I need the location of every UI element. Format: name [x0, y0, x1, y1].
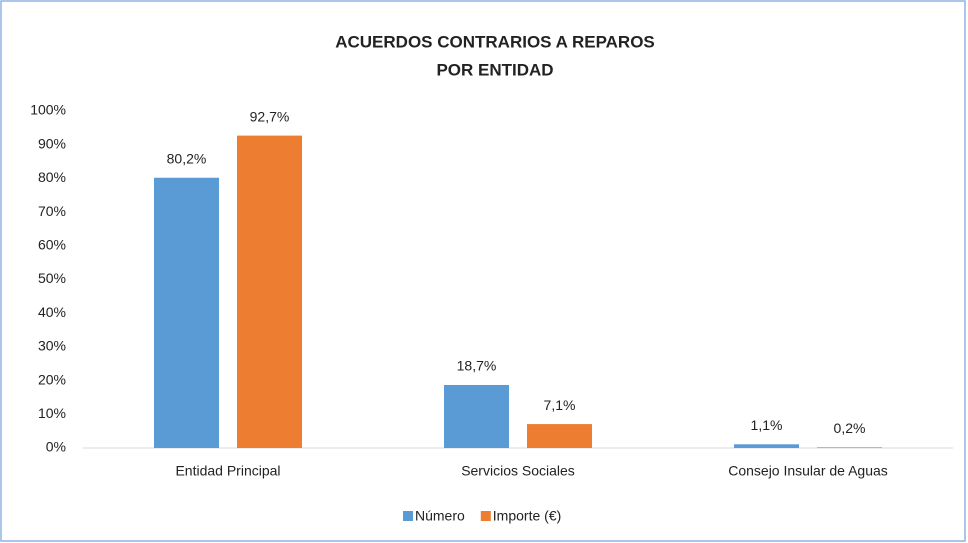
x-tick-label: Servicios Sociales [461, 463, 575, 479]
value-label: 92,7% [250, 108, 290, 124]
legend-label: Importe (€) [493, 508, 561, 524]
y-tick-label: 20% [38, 371, 66, 387]
y-tick-label: 10% [38, 405, 66, 421]
y-tick-label: 50% [38, 270, 66, 286]
y-tick-label: 100% [30, 102, 66, 118]
chart-title: POR ENTIDAD [436, 60, 553, 79]
bar [237, 135, 302, 448]
y-tick-label: 80% [38, 169, 66, 185]
bar [817, 447, 882, 448]
chart-title: ACUERDOS CONTRARIOS A REPAROS [335, 32, 655, 51]
y-tick-label: 40% [38, 304, 66, 320]
y-tick-label: 90% [38, 135, 66, 151]
y-tick-label: 0% [46, 439, 66, 455]
legend-swatch [403, 511, 413, 521]
value-label: 80,2% [167, 150, 207, 166]
x-tick-label: Consejo Insular de Aguas [728, 463, 888, 479]
value-label: 18,7% [457, 358, 497, 374]
bar [154, 177, 219, 448]
value-label: 0,2% [834, 420, 866, 436]
bar [734, 444, 799, 448]
bar [444, 384, 509, 448]
bar [527, 424, 592, 448]
value-label: 1,1% [751, 417, 783, 433]
y-tick-label: 70% [38, 203, 66, 219]
legend-label: Número [415, 508, 465, 524]
x-tick-label: Entidad Principal [175, 463, 280, 479]
legend-swatch [480, 511, 491, 521]
y-tick-label: 60% [38, 237, 66, 253]
y-tick-label: 30% [38, 338, 66, 354]
value-label: 7,1% [544, 397, 576, 413]
